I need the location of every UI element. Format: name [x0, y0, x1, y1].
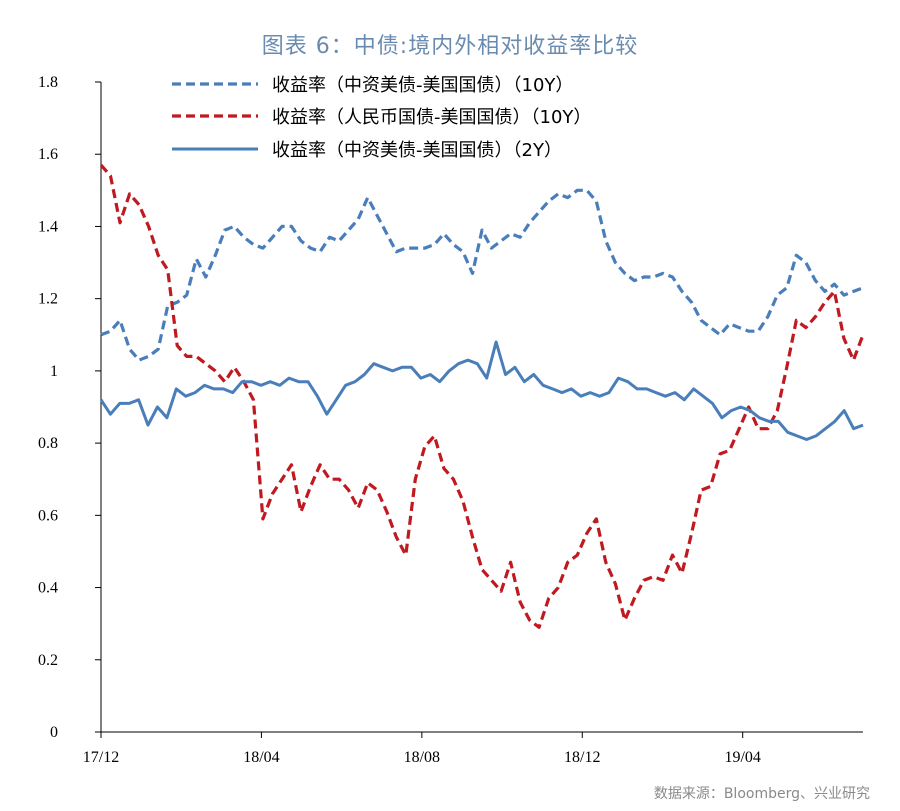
y-tick-label: 0.4 [38, 580, 58, 597]
x-tick-label: 17/12 [83, 749, 119, 766]
chart-title: 图表 6：中债:境内外相对收益率比较 [261, 34, 639, 59]
legend: 收益率（中资美债-美国国债）（10Y） 收益率（人民币国债-美国国债）（10Y） 收… [172, 75, 591, 161]
legend-label-2: 收益率（人民币国债-美国国债）（10Y） [272, 107, 591, 128]
series-line-1 [100, 188, 864, 362]
legend-label-3: 收益率（中资美债-美国国债）（2Y） [272, 140, 562, 161]
x-tick-label: 18/04 [243, 749, 279, 766]
y-tick-label: 0 [50, 724, 58, 741]
x-tick-label: 19/04 [724, 749, 760, 766]
series-line-2 [99, 164, 865, 629]
y-tick-label: 1.2 [38, 291, 58, 308]
y-tick-label: 1.8 [38, 74, 58, 91]
y-tick-label: 0.2 [38, 652, 58, 669]
axes: 0 0.2 0.4 0.6 0.8 1 1.2 1.4 1.6 1.8 17/12 18/04 18/0… [38, 74, 863, 766]
legend-label-1: 收益率（中资美债-美国国债）（10Y） [272, 75, 573, 96]
series-layer [99, 164, 865, 629]
y-tick-label: 1 [50, 363, 58, 380]
x-tick-label: 18/08 [404, 749, 440, 766]
y-tick-label: 1.6 [38, 146, 58, 163]
x-tick-label: 18/12 [564, 749, 600, 766]
y-tick-label: 0.8 [38, 435, 58, 452]
y-tick-label: 0.6 [38, 507, 58, 524]
series-line-3 [99, 340, 864, 441]
source-note: 数据来源：Bloomberg、兴业研究 [653, 786, 870, 802]
y-tick-label: 1.4 [38, 218, 58, 235]
